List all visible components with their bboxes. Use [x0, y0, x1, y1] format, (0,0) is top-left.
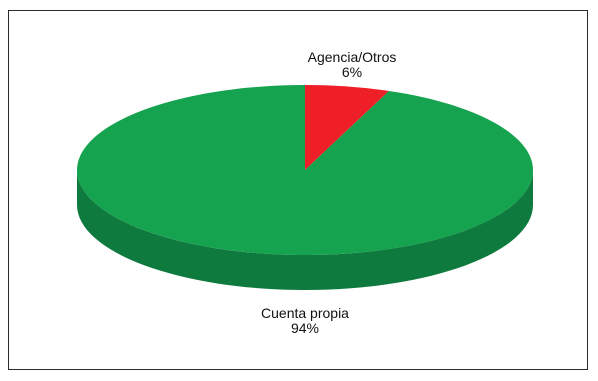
pie-side-cuenta-propia — [77, 170, 533, 290]
pie-slice-agencia-otros — [305, 85, 389, 170]
label-cuenta-propia-value: 94% — [291, 320, 319, 336]
pie-sides — [77, 170, 533, 290]
label-agencia-otros-name: Agencia/Otros — [308, 49, 397, 65]
label-agencia-otros-value: 6% — [342, 64, 362, 80]
pie-tops — [77, 85, 534, 255]
label-cuenta-propia-name: Cuenta propia — [261, 305, 349, 321]
pie-slice-cuenta-propia — [77, 85, 534, 255]
